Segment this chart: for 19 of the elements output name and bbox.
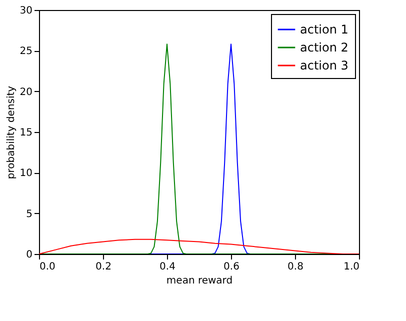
y-tick-label: 25 xyxy=(20,46,32,58)
x-tick-label: 1.0 xyxy=(344,262,360,272)
legend-label: action 3 xyxy=(300,58,348,72)
legend-label: action 2 xyxy=(300,40,348,54)
x-tick-label: 0.2 xyxy=(96,262,112,272)
y-tick-label: 0 xyxy=(26,250,32,260)
x-tick-label: 0.6 xyxy=(224,262,240,272)
y-tick-label: 15 xyxy=(20,128,32,138)
line-series xyxy=(39,238,359,254)
x-axis-title: mean reward xyxy=(166,276,233,286)
y-tick-label: 5 xyxy=(26,208,32,220)
x-tick-label: 0.0 xyxy=(40,262,56,272)
legend-label: action 1 xyxy=(300,22,348,36)
y-axis-title: probability density xyxy=(6,86,17,180)
x-tick-label: 0.4 xyxy=(160,262,176,272)
x-tick-label: 0.8 xyxy=(288,262,304,272)
y-tick-label: 10 xyxy=(20,168,32,180)
y-tick-label: 20 xyxy=(20,86,32,98)
y-tick-label: 30 xyxy=(20,6,32,16)
